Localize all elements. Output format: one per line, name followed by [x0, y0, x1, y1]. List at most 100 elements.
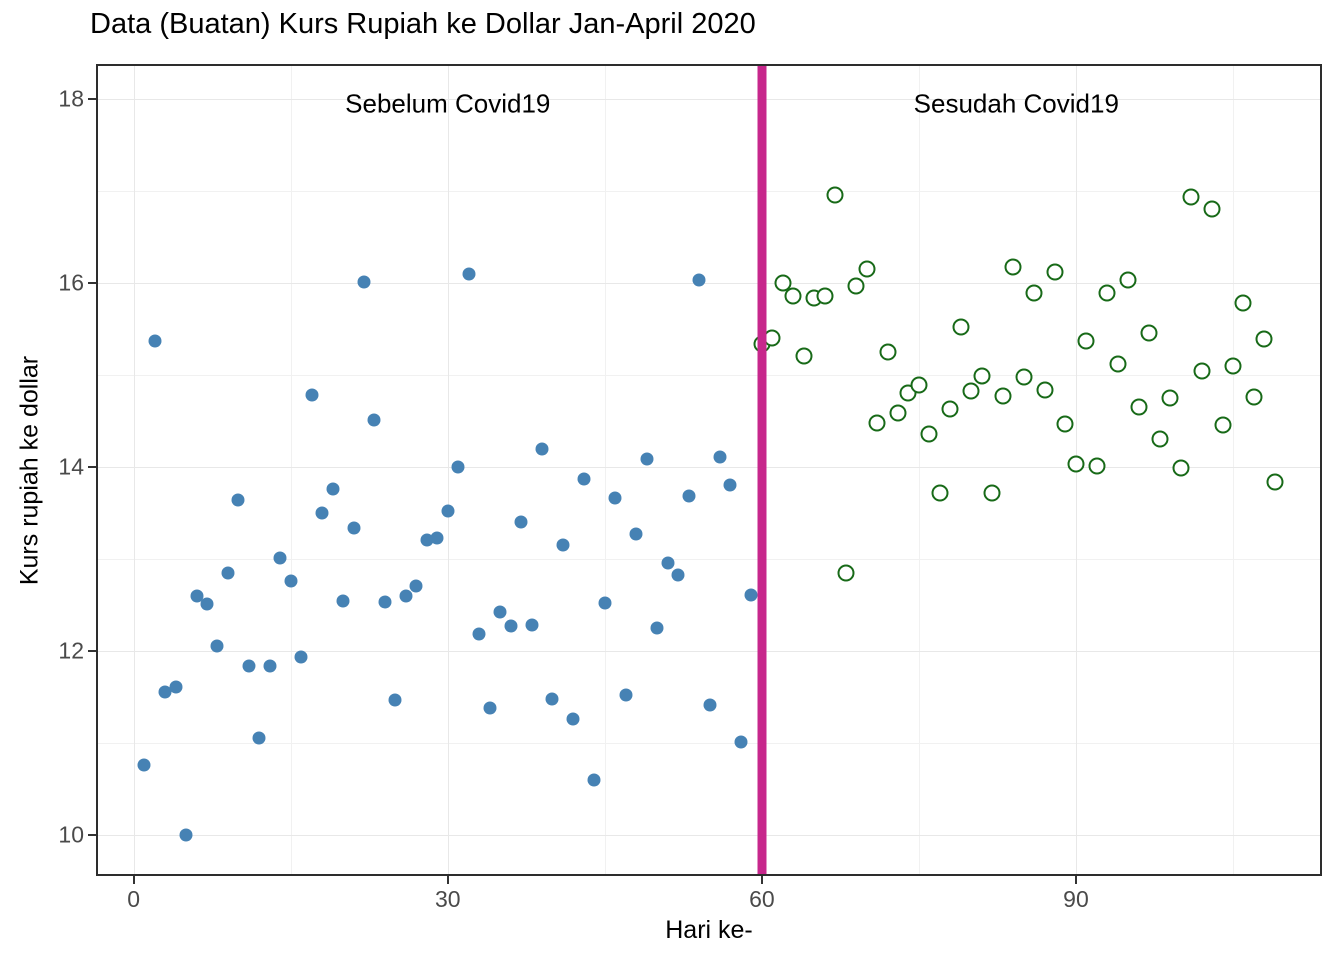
- data-point-sebelum: [462, 267, 476, 281]
- data-point-sesudah: [1067, 455, 1085, 473]
- x-axis-tick: [1074, 876, 1077, 884]
- data-point-sesudah: [1151, 430, 1169, 448]
- data-point-sebelum: [703, 698, 717, 712]
- data-point-sebelum: [357, 275, 371, 289]
- data-point-sebelum: [640, 452, 654, 465]
- data-point-sebelum: [210, 639, 224, 653]
- data-point-sebelum: [294, 650, 308, 664]
- chart-title: Data (Buatan) Kurs Rupiah ke Dollar Jan-…: [90, 8, 756, 40]
- data-point-sesudah: [1088, 457, 1106, 475]
- data-point-sesudah: [1245, 388, 1263, 406]
- data-point-sebelum: [504, 619, 518, 633]
- data-point-sebelum: [221, 566, 235, 580]
- data-point-sesudah: [1109, 355, 1127, 373]
- data-point-sesudah: [826, 186, 844, 204]
- data-point-sebelum: [336, 594, 350, 608]
- data-point-sebelum: [347, 521, 361, 535]
- data-point-sebelum: [430, 531, 444, 545]
- data-point-sebelum: [723, 478, 737, 492]
- data-point-sesudah: [1098, 284, 1116, 302]
- data-point-sesudah: [1140, 324, 1158, 342]
- y-axis-title: Kurs rupiah ke dollar: [15, 355, 44, 586]
- y-tick-label: 18: [58, 85, 84, 112]
- data-point-sebelum: [671, 568, 685, 582]
- data-point-sesudah: [973, 367, 991, 385]
- data-point-sebelum: [420, 533, 434, 547]
- data-point-sebelum: [577, 472, 591, 486]
- gridline-minor-x: [1233, 64, 1234, 876]
- data-point-sesudah: [1224, 357, 1242, 375]
- y-tick-label: 16: [58, 269, 84, 296]
- gridline-minor-x: [604, 64, 606, 876]
- data-point-sesudah: [1234, 294, 1252, 312]
- data-point-sesudah: [910, 376, 928, 394]
- data-point-sebelum: [200, 597, 214, 611]
- data-point-sesudah: [784, 287, 802, 305]
- data-point-sebelum: [441, 504, 455, 518]
- data-point-sesudah: [1172, 459, 1190, 477]
- data-point-sesudah: [1056, 415, 1074, 433]
- y-axis-tick: [88, 97, 96, 100]
- data-point-sesudah: [920, 425, 938, 443]
- data-point-sebelum: [629, 527, 643, 541]
- gridline-major-y: [96, 466, 1322, 469]
- data-point-sebelum: [305, 388, 319, 402]
- data-point-sebelum: [378, 595, 392, 609]
- gridline-major-x: [133, 64, 136, 876]
- data-point-sesudah: [1161, 389, 1179, 407]
- data-point-sebelum: [326, 482, 340, 496]
- data-point-sesudah: [1182, 188, 1200, 206]
- gridline-major-y: [96, 98, 1322, 101]
- data-point-sebelum: [598, 596, 612, 610]
- gridline-minor-y: [96, 742, 1322, 744]
- data-point-sebelum: [744, 588, 758, 602]
- data-point-sesudah: [1015, 368, 1033, 386]
- data-point-sesudah: [1255, 330, 1273, 348]
- data-point-sesudah: [931, 484, 949, 502]
- data-point-sebelum: [608, 491, 622, 505]
- data-point-sebelum: [483, 701, 497, 715]
- data-point-sesudah: [1266, 473, 1284, 491]
- data-point-sebelum: [713, 450, 727, 464]
- data-point-sesudah: [858, 260, 876, 278]
- y-tick-label: 14: [58, 453, 84, 480]
- data-point-sesudah: [1193, 362, 1211, 380]
- data-point-sesudah: [962, 382, 980, 400]
- data-point-sesudah: [983, 484, 1001, 502]
- x-tick-label: 30: [434, 886, 461, 912]
- x-axis-tick: [132, 876, 135, 884]
- panel-border: [96, 64, 1322, 876]
- data-point-sebelum: [284, 574, 298, 588]
- y-tick-label: 12: [58, 637, 84, 664]
- data-point-sesudah: [1004, 258, 1022, 276]
- data-point-sebelum: [190, 589, 203, 603]
- gridline-major-y: [96, 650, 1322, 653]
- data-point-sesudah: [879, 343, 896, 361]
- data-point-sesudah: [941, 400, 959, 418]
- data-point-sebelum: [158, 685, 172, 699]
- y-axis-tick: [88, 465, 96, 468]
- gridline-minor-y: [96, 374, 1322, 376]
- data-point-sebelum: [556, 538, 570, 552]
- gridline-major-y: [96, 282, 1322, 285]
- data-point-sebelum: [545, 692, 559, 706]
- data-point-sebelum: [566, 712, 580, 726]
- data-point-sebelum: [514, 515, 528, 529]
- data-point-sesudah: [816, 287, 834, 305]
- data-point-sesudah: [1036, 381, 1054, 399]
- data-point-sebelum: [535, 442, 549, 456]
- y-tick-label: 10: [58, 821, 84, 848]
- annotation-label: Sesudah Covid19: [913, 88, 1119, 119]
- data-point-sesudah: [795, 347, 813, 365]
- data-point-sebelum: [650, 621, 664, 635]
- x-tick-label: 90: [1063, 886, 1089, 912]
- data-point-sebelum: [734, 735, 748, 749]
- y-axis-tick: [88, 833, 96, 836]
- data-point-sebelum: [137, 758, 151, 772]
- data-point-sebelum: [692, 273, 706, 287]
- y-axis-tick: [88, 649, 96, 652]
- data-point-sebelum: [399, 589, 413, 603]
- annotation-label: Sebelum Covid19: [345, 88, 551, 119]
- data-point-sebelum: [169, 680, 183, 694]
- data-point-sebelum: [587, 773, 601, 787]
